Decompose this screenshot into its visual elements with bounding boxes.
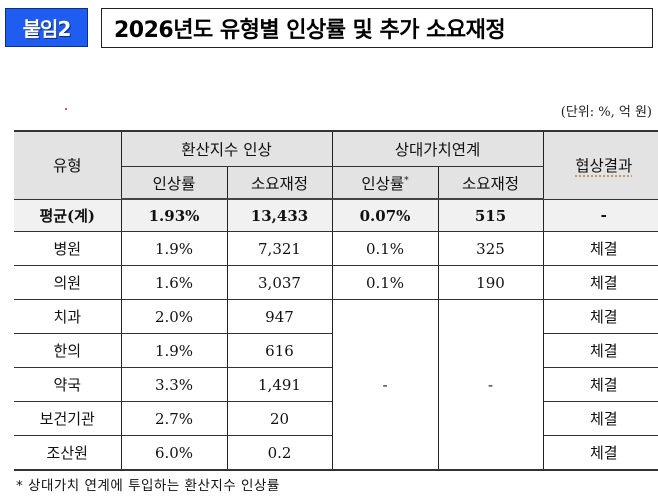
subheader-rv-rate: 인상률* <box>331 166 439 200</box>
header-type: 유형 <box>14 130 122 200</box>
cell-rate: 3.3% <box>120 367 228 402</box>
cell-type: 보건기관 <box>14 401 122 436</box>
header-conversion-index: 환산지수 인상 <box>120 130 333 167</box>
cell-budget: 7,321 <box>226 231 333 266</box>
cell-budget: 13,433 <box>226 199 333 232</box>
cell-rv-rate: 0.1% <box>331 265 439 300</box>
subheader-rv-rate-label: 인상률 <box>361 174 405 193</box>
cell-type: 치과 <box>14 299 122 334</box>
footnote-marker: * <box>404 175 409 186</box>
table-row: 한의 1.9% 616 체결 <box>14 333 658 368</box>
cell-budget: 3,037 <box>226 265 333 300</box>
cell-rate: 2.7% <box>120 401 228 436</box>
footnote: * 상대가치 연계에 투입하는 환산지수 인상률 <box>16 478 280 494</box>
cell-result: - <box>542 199 658 232</box>
cell-rate: 2.0% <box>120 299 228 334</box>
attachment-badge: 붙임2 <box>5 8 88 47</box>
cell-result: 체결 <box>542 333 658 368</box>
unit-note: (단위: %, 억 원) <box>560 105 652 120</box>
cell-result: 체결 <box>542 265 658 300</box>
cell-rate: 1.6% <box>120 265 228 300</box>
cell-result: 체결 <box>542 435 658 471</box>
cell-type: 조산원 <box>14 435 122 471</box>
cell-type: 한의 <box>14 333 122 368</box>
cell-type: 병원 <box>14 231 122 266</box>
table-row: 약국 3.3% 1,491 체결 <box>14 367 658 402</box>
table-row-average: 평균(계) 1.93% 13,433 0.07% 515 - <box>14 199 658 232</box>
cell-result: 체결 <box>542 299 658 334</box>
cell-rv-budget: 515 <box>437 199 544 232</box>
stray-mark <box>65 108 67 110</box>
table-row: 치과 2.0% 947 - - 체결 <box>14 299 658 471</box>
cell-result: 체결 <box>542 367 658 402</box>
header-relative-value: 상대가치연계 <box>331 130 544 167</box>
subheader-rv-budget: 소요재정 <box>437 166 543 200</box>
table-row: 조산원 6.0% 0.2 체결 <box>14 435 658 471</box>
cell-type: 약국 <box>14 367 122 402</box>
cell-rv-budget-merged: - <box>437 299 544 471</box>
budget-table: 유형 환산지수 인상 상대가치연계 협상결과 인상률 소요재정 인상률* 소요재… <box>14 130 658 471</box>
cell-budget: 1,491 <box>226 367 333 402</box>
cell-budget: 20 <box>226 401 333 436</box>
cell-rate: 1.9% <box>120 231 228 266</box>
table-row: 보건기관 2.7% 20 체결 <box>14 401 658 436</box>
cell-rate: 1.93% <box>120 199 228 232</box>
cell-type: 평균(계) <box>14 199 122 232</box>
cell-rate: 1.9% <box>120 333 228 368</box>
cell-rv-rate: 0.07% <box>331 199 439 232</box>
subheader-rate: 인상률 <box>121 166 228 200</box>
cell-rate: 6.0% <box>120 435 228 471</box>
cell-budget: 0.2 <box>226 435 333 471</box>
cell-budget: 947 <box>226 299 333 334</box>
cell-result: 체결 <box>542 231 658 266</box>
subheader-budget: 소요재정 <box>226 166 333 200</box>
cell-rv-budget: 325 <box>437 231 544 266</box>
table-row: 의원 1.6% 3,037 0.1% 190 체결 <box>14 265 658 300</box>
header-result: 협상결과 <box>542 130 658 200</box>
cell-rv-rate-merged: - <box>331 299 439 471</box>
page-title: 2026년도 유형별 인상률 및 추가 소요재정 <box>101 8 653 48</box>
table-row: 병원 1.9% 7,321 0.1% 325 체결 <box>14 231 658 266</box>
cell-budget: 616 <box>226 333 333 368</box>
header-result-label: 협상결과 <box>575 157 633 176</box>
cell-type: 의원 <box>14 265 122 300</box>
cell-rv-budget: 190 <box>437 265 544 300</box>
cell-result: 체결 <box>542 401 658 436</box>
cell-rv-rate: 0.1% <box>331 231 439 266</box>
